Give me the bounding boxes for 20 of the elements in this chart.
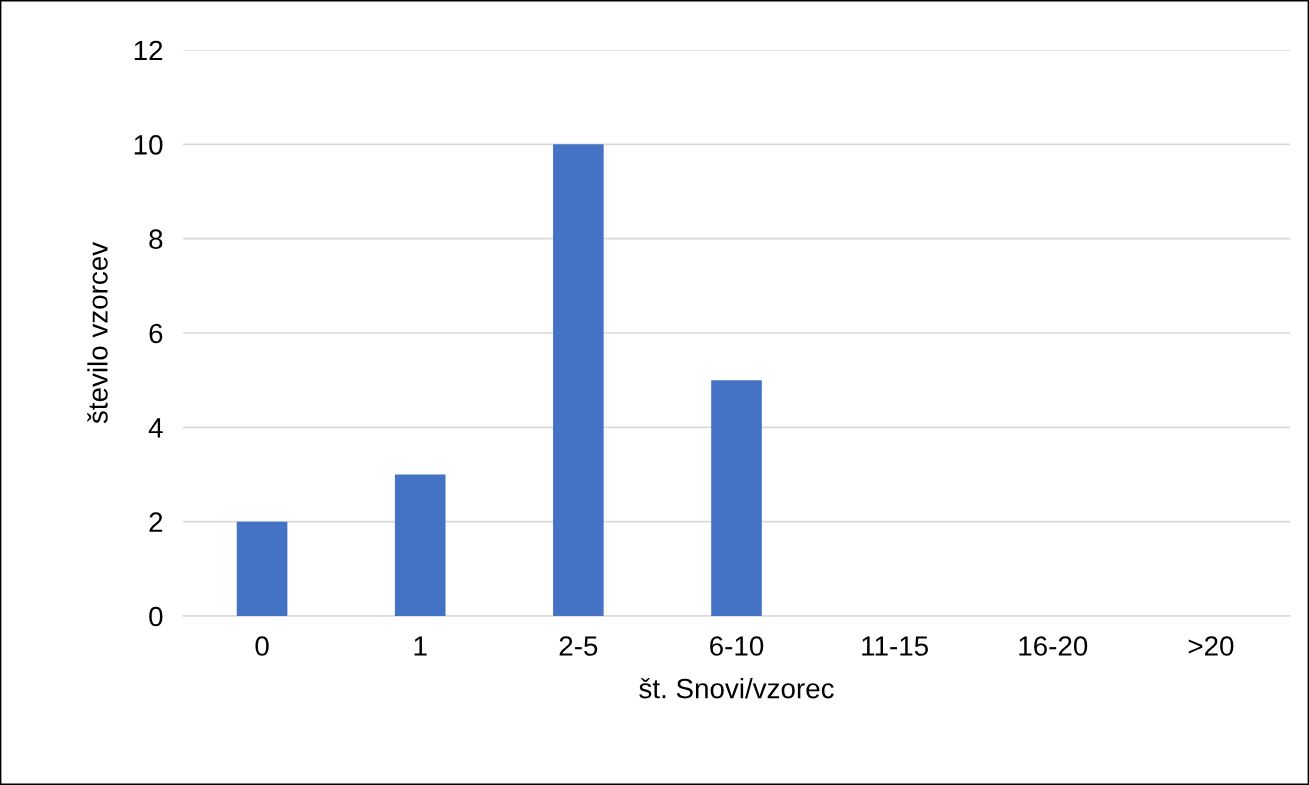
y-tick-label: 8 <box>149 229 163 250</box>
bar <box>394 474 446 616</box>
x-tick-label: >20 <box>1188 636 1234 656</box>
x-tick-label: 16-20 <box>1019 636 1088 656</box>
x-tick-label: 1 <box>414 636 427 656</box>
y-tick-label: 10 <box>134 135 163 155</box>
y-tick-label: 2 <box>149 512 163 532</box>
x-tick-label: 11-15 <box>862 636 928 656</box>
y-tick-label: 0 <box>149 606 163 627</box>
x-axis-title: št. Snovi/vzorec <box>639 677 834 699</box>
x-tick-label: 2-5 <box>559 636 598 656</box>
bar <box>236 521 288 616</box>
x-tick-label: 6-10 <box>710 636 764 656</box>
y-tick-label: 6 <box>149 323 163 344</box>
bar <box>711 380 762 616</box>
y-axis-title: število vzorcev <box>87 242 108 424</box>
x-tick-label: 0 <box>255 636 269 656</box>
bar <box>553 144 604 616</box>
y-tick-label: 4 <box>148 418 163 438</box>
y-tick-label: 12 <box>134 40 163 61</box>
